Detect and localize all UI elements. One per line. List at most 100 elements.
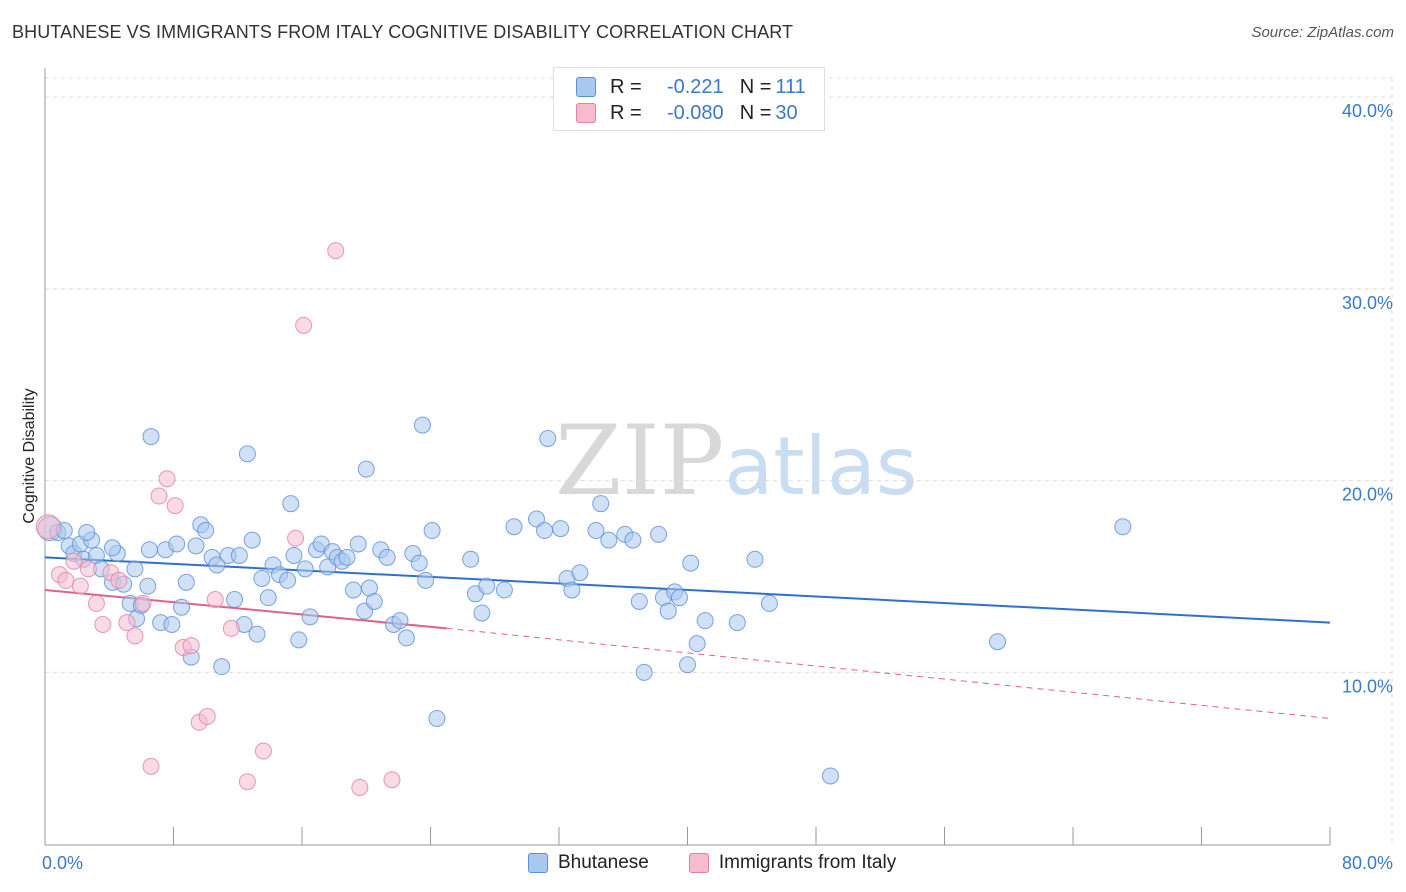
point-italy bbox=[126, 627, 144, 645]
trend-lines bbox=[44, 556, 1331, 719]
point-bhutanese bbox=[338, 548, 356, 566]
point-italy bbox=[222, 619, 240, 637]
chart-title: BHUTANESE VS IMMIGRANTS FROM ITALY COGNI… bbox=[12, 22, 794, 42]
series-legend: Bhutanese Immigrants from Italy bbox=[528, 852, 936, 874]
point-bhutanese bbox=[357, 460, 375, 478]
legend-swatch-italy bbox=[576, 103, 596, 123]
watermark: ZIPatlas bbox=[555, 405, 918, 517]
axis-labels: 10.0% 20.0% 30.0% 40.0% 0.0% 80.0% Cognitive D… bbox=[21, 101, 1393, 873]
point-bhutanese bbox=[1114, 518, 1132, 536]
data-points bbox=[35, 242, 1132, 796]
legend-swatch-bhutanese bbox=[576, 77, 596, 97]
point-italy bbox=[182, 637, 200, 655]
legend-n-label: N = bbox=[739, 75, 772, 98]
point-bhutanese bbox=[495, 581, 513, 599]
legend-r-value: -0.221 bbox=[666, 75, 724, 98]
point-bhutanese bbox=[592, 495, 610, 513]
watermark-zip: ZIP bbox=[555, 405, 725, 517]
point-italy bbox=[71, 577, 89, 595]
legend-r-label: R = bbox=[610, 75, 642, 98]
point-bhutanese bbox=[243, 531, 261, 549]
point-bhutanese bbox=[728, 614, 746, 632]
legend-label-italy: Immigrants from Italy bbox=[718, 852, 897, 873]
point-bhutanese bbox=[140, 541, 158, 559]
point-bhutanese bbox=[177, 573, 195, 591]
point-italy bbox=[110, 571, 128, 589]
point-bhutanese bbox=[679, 656, 696, 674]
point-bhutanese bbox=[378, 548, 396, 566]
point-bhutanese bbox=[746, 550, 764, 568]
point-bhutanese bbox=[238, 445, 256, 463]
point-bhutanese bbox=[301, 608, 319, 626]
point-italy bbox=[383, 771, 401, 789]
point-bhutanese bbox=[821, 767, 839, 785]
legend-swatch-italy bbox=[688, 853, 709, 873]
legend-item-italy[interactable]: Immigrants from Italy bbox=[688, 852, 897, 874]
point-bhutanese bbox=[630, 592, 648, 610]
point-bhutanese bbox=[473, 604, 491, 622]
point-bhutanese bbox=[563, 581, 581, 599]
trend-line-bhutanese bbox=[44, 556, 1331, 624]
point-bhutanese bbox=[285, 546, 303, 564]
point-bhutanese bbox=[760, 594, 778, 612]
point-bhutanese bbox=[413, 416, 431, 434]
point-italy bbox=[35, 514, 61, 540]
legend-n-value: 30 bbox=[775, 101, 798, 124]
point-bhutanese bbox=[682, 554, 700, 572]
point-bhutanese bbox=[462, 550, 480, 568]
point-bhutanese bbox=[539, 429, 557, 447]
legend-label-bhutanese: Bhutanese bbox=[558, 852, 649, 873]
point-italy bbox=[351, 778, 369, 796]
point-bhutanese bbox=[349, 535, 367, 553]
point-bhutanese bbox=[290, 631, 308, 649]
point-bhutanese bbox=[282, 495, 300, 513]
legend-item-bhutanese[interactable]: Bhutanese bbox=[528, 852, 649, 874]
point-bhutanese bbox=[670, 589, 688, 607]
point-italy bbox=[158, 470, 176, 488]
point-italy bbox=[254, 742, 272, 760]
x-tick-label: 80.0% bbox=[1342, 853, 1393, 873]
point-bhutanese bbox=[253, 569, 271, 587]
y-tick-label: 20.0% bbox=[1342, 485, 1393, 505]
point-bhutanese bbox=[423, 522, 441, 540]
legend-n-label: N = bbox=[739, 101, 772, 124]
point-bhutanese bbox=[989, 633, 1007, 651]
point-bhutanese bbox=[208, 556, 226, 574]
point-bhutanese bbox=[659, 602, 677, 620]
point-bhutanese bbox=[78, 523, 96, 541]
point-bhutanese bbox=[688, 635, 706, 653]
point-bhutanese bbox=[552, 520, 570, 538]
point-italy bbox=[166, 497, 184, 515]
point-italy bbox=[57, 571, 75, 589]
y-tick-label: 40.0% bbox=[1342, 101, 1393, 121]
y-axis-label: Cognitive Disability bbox=[21, 388, 38, 523]
point-bhutanese bbox=[624, 531, 642, 549]
legend-r-value: -0.080 bbox=[666, 101, 724, 124]
point-bhutanese bbox=[213, 658, 231, 676]
axes bbox=[44, 68, 1331, 846]
point-bhutanese bbox=[505, 518, 523, 536]
point-bhutanese bbox=[103, 539, 121, 557]
point-bhutanese bbox=[279, 571, 297, 589]
point-italy bbox=[150, 487, 168, 505]
point-italy bbox=[79, 560, 97, 578]
point-bhutanese bbox=[173, 598, 191, 616]
point-bhutanese bbox=[259, 589, 277, 607]
point-bhutanese bbox=[163, 615, 181, 633]
point-bhutanese bbox=[478, 577, 496, 595]
point-bhutanese bbox=[230, 546, 248, 564]
legend-r-label: R = bbox=[610, 101, 642, 124]
point-bhutanese bbox=[536, 522, 554, 540]
point-italy bbox=[65, 552, 83, 570]
point-bhutanese bbox=[635, 663, 653, 681]
trend-line-italy bbox=[44, 588, 447, 630]
point-bhutanese bbox=[344, 581, 362, 599]
point-bhutanese bbox=[139, 577, 157, 595]
point-bhutanese bbox=[126, 560, 144, 578]
point-bhutanese bbox=[587, 522, 605, 540]
point-bhutanese bbox=[168, 535, 186, 553]
point-bhutanese bbox=[417, 571, 435, 589]
legend-row-italy: R = -0.080 N = 30 bbox=[576, 100, 798, 126]
point-bhutanese bbox=[197, 522, 215, 540]
